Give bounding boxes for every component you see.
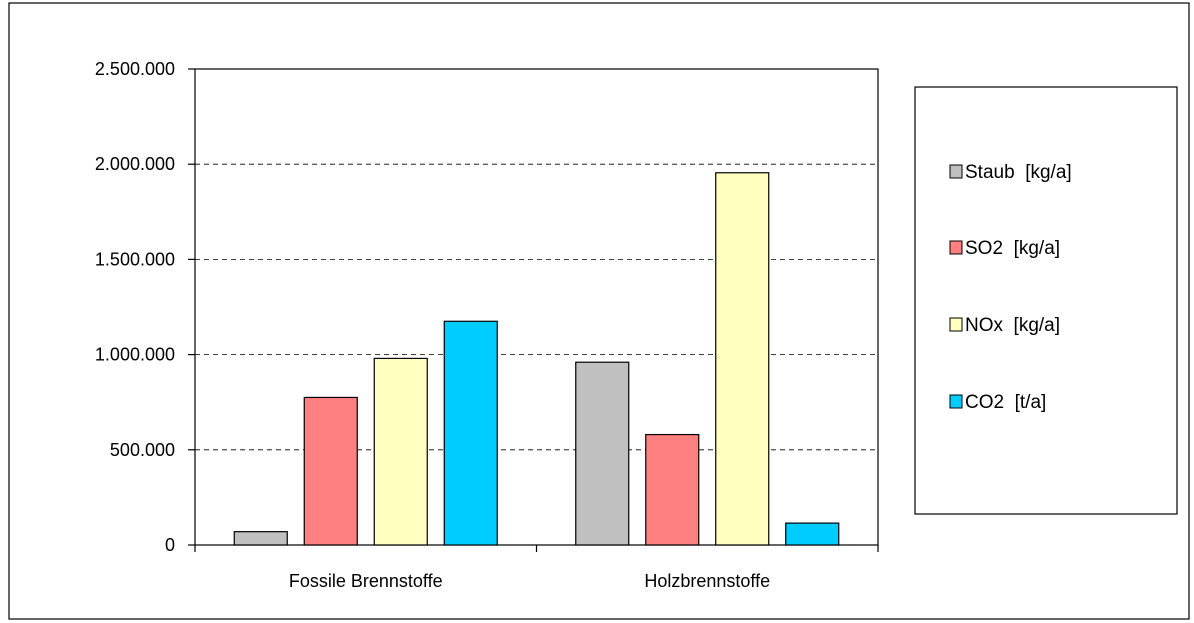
bars [233,172,840,546]
legend-entry-label: CO2 [t/a] [965,392,1046,413]
x-category-label: Fossile Brennstoffe [289,571,443,591]
legend-entry-label: SO2 [kg/a] [965,238,1060,259]
legend-swatch [949,317,963,332]
y-tick-label: 1.000.000 [95,345,175,365]
bar [715,172,770,546]
bar [373,357,428,546]
y-tick-label: 0 [165,535,175,555]
legend: Staub [kg/a] SO2 [kg/a] NOx [kg/a] CO2 [t/a… [914,86,1178,515]
bar [233,531,288,546]
bar [645,433,700,546]
legend-entry-label: NOx [kg/a] [965,315,1060,336]
legend-entry-label: Staub [kg/a] [965,162,1072,183]
bar [785,522,840,546]
legend-swatch [949,394,963,409]
axes: 0 500.000 1.000.000 1.500.000 2.000.000 2.500… [95,59,879,591]
y-tick-label: 500.000 [110,440,175,460]
y-tick-label: 1.500.000 [95,249,175,269]
bar [575,361,630,546]
y-tick-label: 2.000.000 [95,154,175,174]
legend-swatch [949,240,963,255]
legend-box [914,86,1178,515]
bar [443,320,498,546]
legend-swatch [949,164,963,179]
y-tick-label: 2.500.000 [95,59,175,79]
bar [303,396,358,546]
x-category-label: Holzbrennstoffe [644,571,770,591]
